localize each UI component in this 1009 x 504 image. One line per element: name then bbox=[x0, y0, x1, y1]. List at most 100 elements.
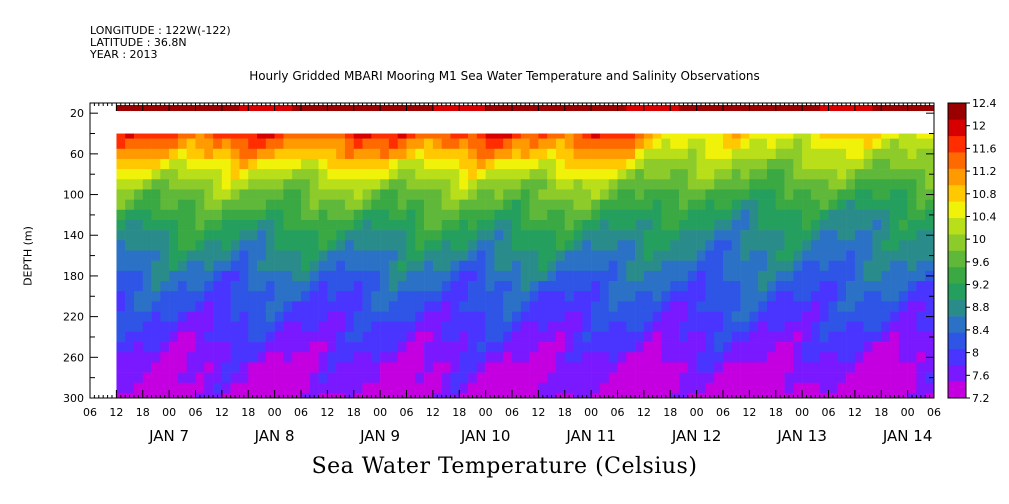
colorbar: 12.41211.611.210.810.4109.69.28.88.487.6… bbox=[947, 97, 997, 405]
heatmap-cell bbox=[142, 362, 152, 373]
heatmap-cell bbox=[881, 209, 891, 221]
heatmap-cell bbox=[573, 342, 583, 353]
heatmap-cell bbox=[784, 270, 794, 282]
heatmap-cell bbox=[274, 291, 284, 302]
heatmap-cell bbox=[731, 209, 741, 221]
heatmap-cell bbox=[608, 281, 618, 292]
heatmap-cell bbox=[371, 133, 381, 139]
heatmap-cell bbox=[204, 372, 214, 384]
heatmap-cell bbox=[731, 301, 741, 312]
heatmap-cell bbox=[740, 209, 750, 221]
heatmap-cell bbox=[846, 260, 856, 272]
heatmap-cell bbox=[573, 301, 583, 312]
heatmap-cell bbox=[169, 372, 179, 384]
heatmap-cell bbox=[547, 199, 557, 211]
heatmap-cell bbox=[177, 301, 188, 312]
heatmap-cell bbox=[652, 138, 662, 150]
heatmap-cell bbox=[564, 158, 574, 170]
heatmap-cell bbox=[512, 260, 522, 272]
heatmap-cell bbox=[265, 230, 275, 241]
heatmap-cell bbox=[239, 281, 249, 292]
heatmap-cell bbox=[573, 133, 583, 139]
heatmap-cell bbox=[476, 230, 486, 241]
heatmap-cell bbox=[784, 382, 794, 394]
heatmap-cell bbox=[301, 372, 311, 384]
heatmap-cell bbox=[898, 382, 908, 394]
heatmap-cell bbox=[301, 352, 311, 363]
heatmap-cell bbox=[459, 158, 469, 170]
heatmap-cell bbox=[432, 301, 442, 312]
heatmap-cell bbox=[608, 331, 618, 343]
heatmap-cell bbox=[195, 105, 205, 112]
heatmap-cell bbox=[151, 138, 161, 150]
heatmap-cell bbox=[468, 362, 478, 373]
heatmap-cell bbox=[336, 270, 346, 282]
heatmap-cell bbox=[705, 362, 715, 373]
heatmap-cell bbox=[450, 321, 460, 333]
heatmap-cell bbox=[503, 372, 513, 384]
heatmap-cell bbox=[608, 189, 618, 200]
heatmap-cell bbox=[301, 179, 311, 190]
heatmap-cell bbox=[177, 158, 188, 170]
colorbar-swatch bbox=[948, 365, 966, 382]
heatmap-cell bbox=[432, 382, 442, 394]
heatmap-cell bbox=[415, 133, 425, 139]
heatmap-cell bbox=[125, 352, 135, 363]
heatmap-cell bbox=[626, 105, 636, 112]
heatmap-cell bbox=[828, 189, 838, 200]
heatmap-cell bbox=[564, 372, 574, 384]
heatmap-cell bbox=[248, 331, 258, 343]
heatmap-cell bbox=[723, 199, 733, 211]
heatmap-cell bbox=[213, 179, 223, 190]
heatmap-cell bbox=[573, 362, 583, 373]
heatmap-cell bbox=[854, 270, 864, 282]
heatmap-cell bbox=[424, 230, 434, 241]
heatmap-cell bbox=[186, 209, 196, 221]
heatmap-cell bbox=[318, 179, 328, 190]
heatmap-cell bbox=[854, 169, 864, 180]
heatmap-cell bbox=[301, 291, 311, 302]
heatmap-cell bbox=[221, 352, 231, 363]
heatmap-cell bbox=[221, 199, 231, 211]
heatmap-cell bbox=[837, 230, 847, 241]
heatmap-cell bbox=[617, 311, 627, 323]
heatmap-cell bbox=[230, 331, 240, 343]
heatmap-cell bbox=[608, 342, 618, 353]
heatmap-cell bbox=[555, 138, 566, 150]
heatmap-cell bbox=[257, 148, 267, 160]
heatmap-cell bbox=[582, 270, 592, 282]
heatmap-cell bbox=[485, 352, 495, 363]
heatmap-cell bbox=[239, 260, 249, 272]
heatmap-cell bbox=[555, 260, 566, 272]
heatmap-cell bbox=[705, 240, 715, 251]
heatmap-cell bbox=[344, 133, 355, 139]
heatmap-cell bbox=[591, 281, 601, 292]
heatmap-cell bbox=[485, 138, 495, 150]
heatmap-cell bbox=[406, 219, 416, 231]
heatmap-cell bbox=[555, 179, 566, 190]
heatmap-cell bbox=[151, 321, 161, 333]
heatmap-cell bbox=[731, 230, 741, 241]
heatmap-cell bbox=[195, 301, 205, 312]
heatmap-cell bbox=[916, 230, 926, 241]
heatmap-cell bbox=[125, 250, 135, 261]
heatmap-cell bbox=[459, 291, 469, 302]
heatmap-cell bbox=[362, 209, 372, 221]
heatmap-cell bbox=[318, 209, 328, 221]
heatmap-cell bbox=[846, 179, 856, 190]
heatmap-cell bbox=[802, 372, 812, 384]
heatmap-cell bbox=[573, 352, 583, 363]
heatmap-cell bbox=[617, 148, 627, 160]
heatmap-cell bbox=[257, 219, 267, 231]
heatmap-cell bbox=[916, 240, 926, 251]
heatmap-cell bbox=[221, 138, 231, 150]
heatmap-cell bbox=[793, 105, 803, 112]
heatmap-cell bbox=[828, 148, 838, 160]
heatmap-cell bbox=[898, 342, 908, 353]
heatmap-cell bbox=[459, 240, 469, 251]
heatmap-cell bbox=[133, 301, 144, 312]
heatmap-cell bbox=[898, 179, 908, 190]
heatmap-cell bbox=[213, 250, 223, 261]
heatmap-cell bbox=[520, 301, 530, 312]
heatmap-cell bbox=[723, 189, 733, 200]
